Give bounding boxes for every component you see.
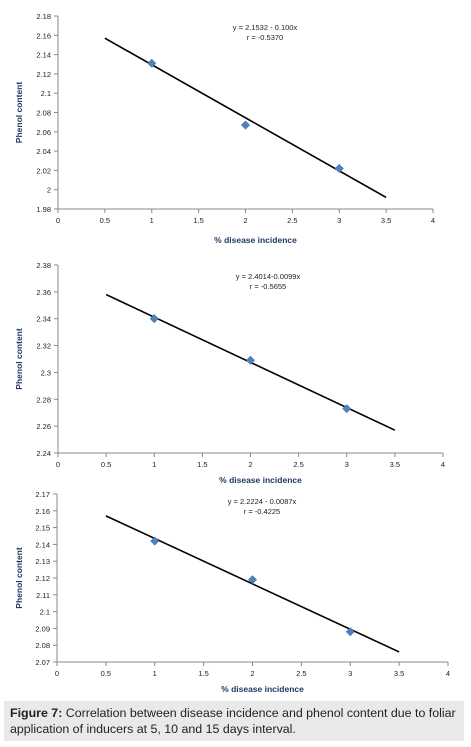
chart-1-y-tick-label: 2.02 (36, 166, 51, 175)
chart-2-x-tick-label: 4 (441, 460, 445, 469)
chart-2-y-tick-label: 2.34 (36, 315, 51, 324)
chart-3-y-tick-label: 2.17 (35, 490, 50, 499)
chart-3-equation: y = 2.2224 - 0.0087x (228, 497, 297, 506)
chart-3-x-tick-label: 1.5 (198, 669, 208, 678)
chart-1-x-tick-label: 2 (243, 216, 247, 225)
chart-2-r-value: r = -0.5655 (250, 282, 286, 291)
chart-3-data-point (247, 575, 258, 585)
chart-2-x-tick-label: 1 (152, 460, 156, 469)
chart-3-x-tick-label: 3 (348, 669, 352, 678)
chart-panel-1: 1.98 2 2.02 2.04 2.06 2.08 2.1 2.12 2.14 2.16 2.18… (0, 0, 471, 250)
chart-2-y-tick-label: 2.28 (36, 395, 51, 404)
chart-1-y-tick-label: 2.04 (36, 147, 51, 156)
chart-1-y-tick-label: 2.16 (36, 31, 51, 40)
chart-3-y-tick-label: 2.11 (36, 591, 50, 600)
chart-1-y-tick-label: 2 (47, 186, 51, 195)
chart-1-svg: 1.98 2 2.02 2.04 2.06 2.08 2.1 2.12 2.14 2.16 2.18… (14, 12, 435, 245)
chart-3-r-value: r = -0.4225 (244, 507, 280, 516)
chart-1-y-tick-label: 2.06 (36, 128, 51, 137)
chart-2-x-tick-label: 3.5 (390, 460, 400, 469)
chart-3-y-tick-label: 2.14 (35, 540, 50, 549)
chart-1-y-tick-label: 2.08 (36, 109, 51, 118)
chart-3-y-axis-label: Phenol content (14, 547, 24, 609)
chart-3-x-tick-label: 0 (55, 669, 59, 678)
chart-1-y-axis-label: Phenol content (14, 82, 24, 144)
chart-2-svg: 2.24 2.26 2.28 2.3 2.32 2.34 2.36 2.38 0 0.5 1 1.5 2… (14, 261, 445, 485)
chart-1-x-axis-label: % disease incidence (214, 235, 297, 245)
chart-2-data-point (245, 355, 256, 365)
chart-2-x-tick-label: 2 (248, 460, 252, 469)
chart-1-trendline (104, 37, 387, 199)
chart-3-x-axis-label: % disease incidence (221, 684, 304, 694)
chart-3-y-tick-label: 2.15 (35, 524, 50, 533)
chart-1-r-value: r = -0.5370 (247, 33, 283, 42)
chart-1-x-tick-label: 4 (431, 216, 435, 225)
caption-label: Figure 7: (10, 706, 63, 720)
chart-3-x-tick-label: 2.5 (296, 669, 306, 678)
chart-2-y-axis-label: Phenol content (14, 328, 24, 390)
chart-2-equation: y = 2.4014-0.0099x (236, 272, 301, 281)
chart-3-y-tick-label: 2.1 (40, 608, 50, 617)
chart-3-data-point (150, 536, 160, 546)
chart-3-x-tick-label: 1 (153, 669, 157, 678)
chart-1-y-tick-label: 2.12 (36, 70, 51, 79)
caption-text: Correlation between disease incidence an… (10, 706, 456, 736)
chart-3-y-tick-label: 2.08 (35, 641, 50, 650)
chart-2-y-tick-label: 2.3 (41, 368, 51, 377)
chart-1-equation: y = 2.1532 - 0.100x (233, 23, 298, 32)
chart-3-x-tick-label: 0.5 (101, 669, 111, 678)
chart-2-x-tick-label: 2.5 (293, 460, 303, 469)
chart-1-x-tick-label: 0.5 (100, 216, 110, 225)
chart-2-data-point (149, 314, 159, 324)
chart-1-data-point (147, 58, 157, 68)
chart-3-y-tick-label: 2.13 (35, 557, 50, 566)
chart-3-x-tick-label: 3.5 (394, 669, 404, 678)
chart-1-x-tick-label: 2.5 (287, 216, 297, 225)
chart-2-y-tick-label: 2.26 (36, 422, 51, 431)
chart-2-x-tick-label: 3 (345, 460, 349, 469)
chart-3-y-tick-label: 2.16 (35, 507, 50, 516)
chart-1-x-tick-label: 1.5 (193, 216, 203, 225)
chart-1-x-tick-label: 1 (150, 216, 154, 225)
chart-panel-3: 2.07 2.08 2.09 2.1 2.11 2.12 2.13 2.14 2.15 2.16 2… (0, 488, 471, 700)
chart-2-x-axis-label: % disease incidence (219, 475, 302, 485)
chart-1-x-tick-label: 3 (337, 216, 341, 225)
chart-1-x-tick-label: 3.5 (381, 216, 391, 225)
chart-3-y-tick-label: 2.09 (35, 624, 50, 633)
chart-2-y-tick-label: 2.32 (36, 342, 51, 351)
chart-2-x-tick-label: 0 (56, 460, 60, 469)
chart-3-y-tick-label: 2.12 (35, 574, 50, 583)
chart-2-data-point (342, 404, 352, 414)
chart-3-y-tick-label: 2.07 (35, 658, 50, 667)
figure-caption: Figure 7: Correlation between disease in… (4, 701, 464, 741)
chart-2-y-tick-label: 2.38 (36, 261, 51, 270)
chart-panel-2: 2.24 2.26 2.28 2.3 2.32 2.34 2.36 2.38 0 0.5 1 1.5 2… (0, 250, 471, 490)
chart-2-x-tick-label: 1.5 (197, 460, 207, 469)
chart-1-x-tick-label: 0 (56, 216, 60, 225)
chart-2-y-tick-label: 2.36 (36, 288, 51, 297)
chart-3-data-point (345, 627, 355, 637)
chart-1-data-point (240, 120, 251, 130)
chart-3-svg: 2.07 2.08 2.09 2.1 2.11 2.12 2.13 2.14 2.15 2.16 2… (14, 490, 450, 694)
chart-2-x-tick-label: 0.5 (101, 460, 111, 469)
chart-1-y-tick-label: 1.98 (36, 205, 51, 214)
chart-3-x-tick-label: 4 (446, 669, 450, 678)
chart-1-y-tick-label: 2.18 (36, 12, 51, 21)
chart-2-y-tick-label: 2.24 (36, 449, 51, 458)
chart-1-y-tick-label: 2.14 (36, 51, 51, 60)
chart-1-y-tick-label: 2.1 (41, 89, 51, 98)
chart-1-data-point (334, 163, 344, 174)
chart-3-x-tick-label: 2 (250, 669, 254, 678)
